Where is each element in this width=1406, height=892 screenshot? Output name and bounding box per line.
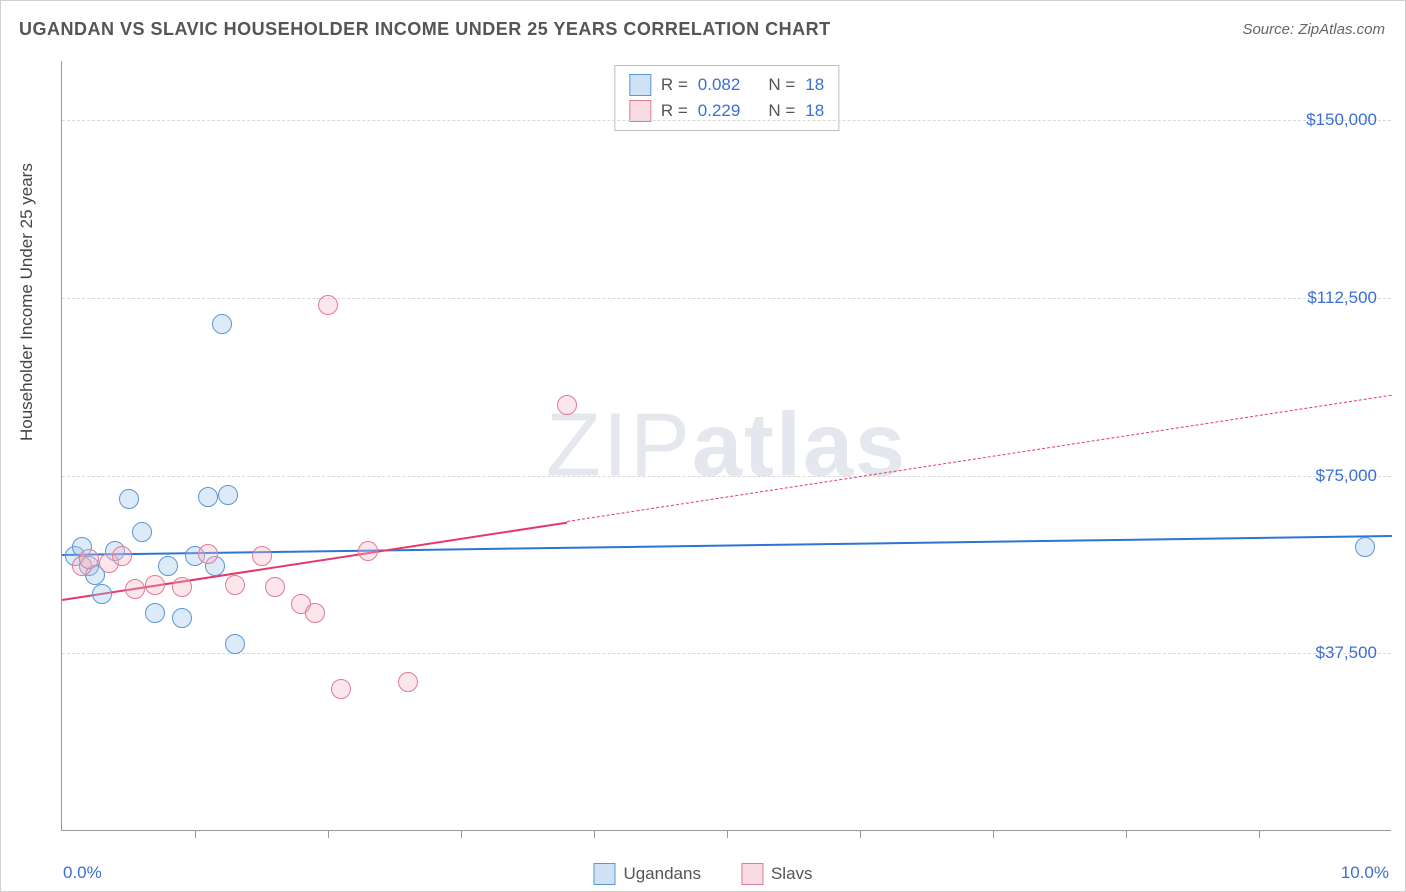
data-point xyxy=(145,603,165,623)
trend-line xyxy=(567,395,1392,522)
x-tick xyxy=(461,830,462,838)
stat-n-label: N = xyxy=(768,101,795,121)
x-tick xyxy=(993,830,994,838)
y-tick-label: $150,000 xyxy=(1306,110,1377,130)
x-tick xyxy=(727,830,728,838)
legend-item-ugandans: Ugandans xyxy=(593,863,701,885)
legend-label-slavs: Slavs xyxy=(771,864,813,884)
data-point xyxy=(198,487,218,507)
x-axis-max-label: 10.0% xyxy=(1341,863,1389,883)
data-point xyxy=(198,544,218,564)
bottom-legend: Ugandans Slavs xyxy=(593,863,812,885)
data-point xyxy=(158,556,178,576)
y-axis-title: Householder Income Under 25 years xyxy=(17,163,37,441)
data-point xyxy=(252,546,272,566)
x-tick xyxy=(1259,830,1260,838)
grid-line xyxy=(62,120,1391,121)
watermark: ZIPatlas xyxy=(546,394,907,497)
stat-n-value: 18 xyxy=(805,101,824,121)
grid-line xyxy=(62,476,1391,477)
stat-n-label: N = xyxy=(768,75,795,95)
stat-r-label: R = xyxy=(661,101,688,121)
data-point xyxy=(112,546,132,566)
x-tick xyxy=(594,830,595,838)
grid-line xyxy=(62,298,1391,299)
data-point xyxy=(79,549,99,569)
data-point xyxy=(225,634,245,654)
watermark-bold: atlas xyxy=(692,395,907,495)
stat-r-value: 0.082 xyxy=(698,75,741,95)
data-point xyxy=(172,608,192,628)
stats-swatch xyxy=(629,100,651,122)
data-point xyxy=(119,489,139,509)
legend-label-ugandans: Ugandans xyxy=(623,864,701,884)
chart-title: UGANDAN VS SLAVIC HOUSEHOLDER INCOME UND… xyxy=(19,19,831,40)
data-point xyxy=(1355,537,1375,557)
stat-r-label: R = xyxy=(661,75,688,95)
grid-line xyxy=(62,653,1391,654)
data-point xyxy=(225,575,245,595)
data-point xyxy=(265,577,285,597)
x-axis-min-label: 0.0% xyxy=(63,863,102,883)
stats-swatch xyxy=(629,74,651,96)
data-point xyxy=(305,603,325,623)
x-tick xyxy=(860,830,861,838)
y-tick-label: $112,500 xyxy=(1307,288,1377,308)
legend-swatch-ugandans xyxy=(593,863,615,885)
data-point xyxy=(125,579,145,599)
legend-swatch-slavs xyxy=(741,863,763,885)
stat-n-value: 18 xyxy=(805,75,824,95)
data-point xyxy=(331,679,351,699)
stats-row: R = 0.082 N = 18 xyxy=(629,72,824,98)
data-point xyxy=(212,314,232,334)
data-point xyxy=(398,672,418,692)
plot-area: ZIPatlas R = 0.082 N = 18 R = 0.229 N = 18 $37,… xyxy=(61,61,1391,831)
data-point xyxy=(172,577,192,597)
stat-r-value: 0.229 xyxy=(698,101,741,121)
data-point xyxy=(557,395,577,415)
chart-source: Source: ZipAtlas.com xyxy=(1242,21,1385,38)
data-point xyxy=(92,584,112,604)
x-tick xyxy=(328,830,329,838)
chart-container: UGANDAN VS SLAVIC HOUSEHOLDER INCOME UND… xyxy=(0,0,1406,892)
legend-item-slavs: Slavs xyxy=(741,863,813,885)
x-tick xyxy=(195,830,196,838)
data-point xyxy=(218,485,238,505)
y-tick-label: $75,000 xyxy=(1316,466,1377,486)
data-point xyxy=(318,295,338,315)
data-point xyxy=(358,541,378,561)
y-tick-label: $37,500 xyxy=(1316,643,1377,663)
x-tick xyxy=(1126,830,1127,838)
data-point xyxy=(145,575,165,595)
data-point xyxy=(132,522,152,542)
